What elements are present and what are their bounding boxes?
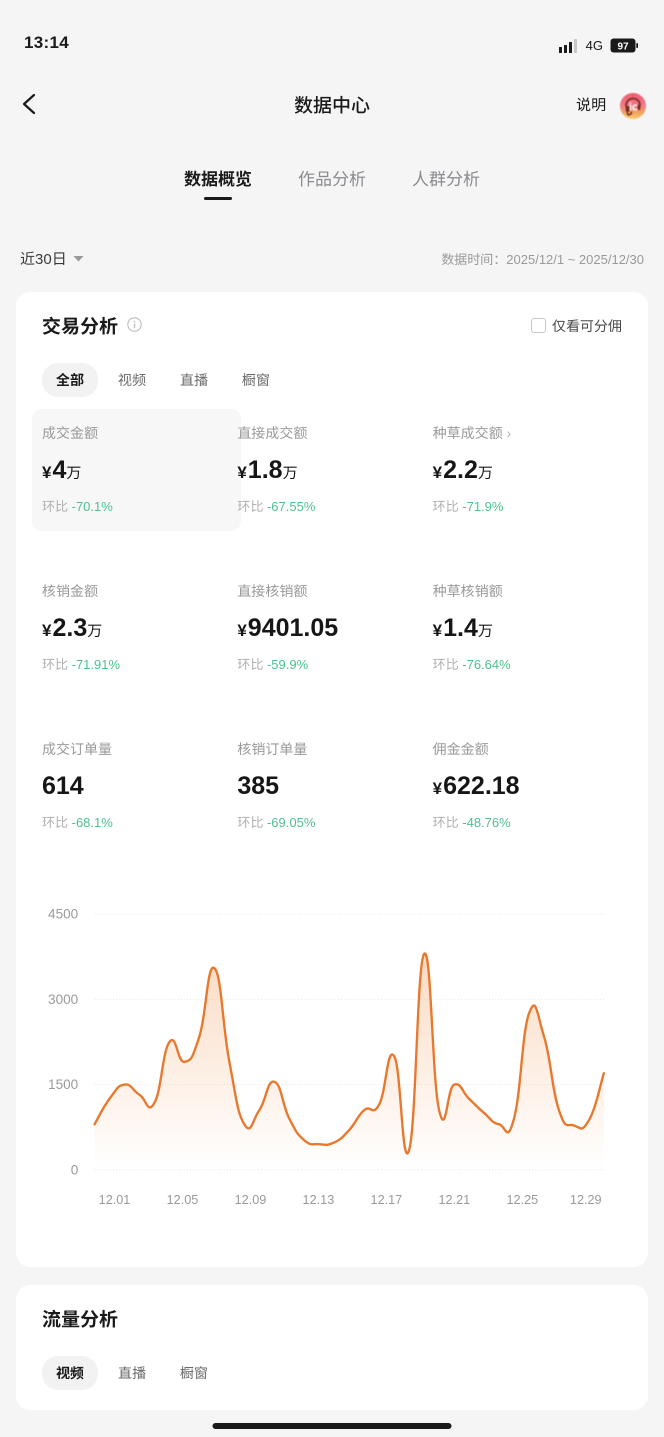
svg-text:12.21: 12.21 — [438, 1193, 470, 1207]
svg-text:12.05: 12.05 — [167, 1193, 199, 1207]
svg-text:12.09: 12.09 — [235, 1193, 267, 1207]
svg-text:1500: 1500 — [48, 1077, 79, 1092]
svg-text:ic: ic — [629, 102, 638, 114]
svg-text:12.29: 12.29 — [570, 1193, 602, 1207]
svg-text:12.01: 12.01 — [99, 1193, 131, 1207]
svg-text:3000: 3000 — [48, 992, 79, 1007]
svg-text:12.13: 12.13 — [303, 1193, 335, 1207]
svg-text:97: 97 — [617, 42, 629, 53]
svg-text:12.17: 12.17 — [371, 1193, 403, 1207]
svg-text:4500: 4500 — [48, 907, 79, 922]
svg-text:0: 0 — [71, 1162, 79, 1177]
svg-text:12.25: 12.25 — [506, 1193, 538, 1207]
